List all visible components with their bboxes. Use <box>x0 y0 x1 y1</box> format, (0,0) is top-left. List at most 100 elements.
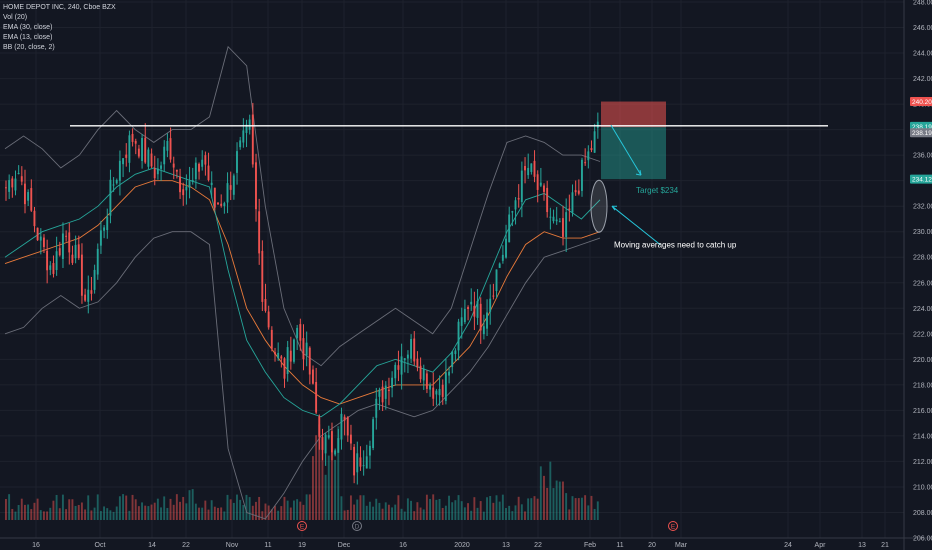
candle-body[interactable] <box>71 254 74 263</box>
candle-body[interactable] <box>131 133 134 142</box>
time-axis[interactable]: 16 Oct 14 22 Nov 11 19 Dec 16 2020 13 22 Feb 11 20 Mar 2… <box>32 542 889 549</box>
candle-body[interactable] <box>394 364 397 379</box>
candle-body[interactable] <box>277 352 280 359</box>
candle-body[interactable] <box>239 140 242 148</box>
price-badge[interactable] <box>910 97 932 107</box>
note-arrow[interactable] <box>611 205 661 245</box>
candle-body[interactable] <box>153 168 156 179</box>
candle-body[interactable] <box>17 172 20 174</box>
candle-body[interactable] <box>296 327 299 338</box>
candle-body[interactable] <box>20 176 23 182</box>
candle-body[interactable] <box>581 159 583 191</box>
candle-body[interactable] <box>61 233 64 259</box>
candle-body[interactable] <box>11 178 14 188</box>
candle-body[interactable] <box>87 289 90 302</box>
candle-body[interactable] <box>182 189 185 196</box>
candle-body[interactable] <box>448 371 450 376</box>
candle-body[interactable] <box>248 119 251 130</box>
candle-body[interactable] <box>577 190 580 194</box>
candle-body[interactable] <box>349 434 352 444</box>
candle-body[interactable] <box>375 398 378 418</box>
candle-body[interactable] <box>546 187 549 213</box>
candle-body[interactable] <box>536 174 539 190</box>
candle-body[interactable] <box>501 254 504 261</box>
candle-body[interactable] <box>365 456 368 469</box>
candle-body[interactable] <box>419 365 422 380</box>
candle-body[interactable] <box>156 168 159 175</box>
target-arrow[interactable] <box>610 124 642 176</box>
candle-body[interactable] <box>217 202 219 205</box>
candle-body[interactable] <box>93 269 96 290</box>
candle-body[interactable] <box>302 338 305 360</box>
candle-body[interactable] <box>359 457 362 467</box>
candle-body[interactable] <box>372 419 375 448</box>
candle-body[interactable] <box>283 358 286 379</box>
candle-body[interactable] <box>368 445 371 456</box>
candle-body[interactable] <box>103 227 106 231</box>
candle-body[interactable] <box>406 354 409 359</box>
candle-body[interactable] <box>270 329 273 349</box>
candle-body[interactable] <box>166 140 169 151</box>
candle-body[interactable] <box>308 347 311 375</box>
legend-symbol-title[interactable]: HOME DEPOT INC, 240, Cboe BZX <box>3 4 116 11</box>
candle-body[interactable] <box>293 339 295 362</box>
candle-body[interactable] <box>232 175 235 195</box>
candle-body[interactable] <box>134 140 137 144</box>
candle-body[interactable] <box>163 146 166 165</box>
candle-body[interactable] <box>175 169 178 172</box>
candle-body[interactable] <box>565 212 568 237</box>
candlesticks[interactable] <box>5 102 599 485</box>
candle-body[interactable] <box>188 180 191 188</box>
candle-body[interactable] <box>593 131 596 153</box>
candle-body[interactable] <box>327 435 330 438</box>
candle-body[interactable] <box>403 358 406 361</box>
candle-body[interactable] <box>514 200 517 210</box>
candle-body[interactable] <box>315 382 318 413</box>
candle-body[interactable] <box>498 263 501 268</box>
candle-body[interactable] <box>432 387 435 399</box>
candle-body[interactable] <box>305 342 308 356</box>
candle-body[interactable] <box>330 431 333 453</box>
price-badge[interactable] <box>910 128 932 138</box>
candle-body[interactable] <box>30 188 33 211</box>
candle-body[interactable] <box>318 416 321 437</box>
candle-body[interactable] <box>524 166 526 171</box>
candle-body[interactable] <box>27 192 30 201</box>
candle-body[interactable] <box>289 350 292 362</box>
candle-body[interactable] <box>33 210 36 227</box>
annotation-note[interactable]: Moving averages need to catch up <box>614 240 737 249</box>
candle-body[interactable] <box>90 290 93 294</box>
candle-body[interactable] <box>194 162 197 180</box>
candle-body[interactable] <box>568 208 571 210</box>
candle-body[interactable] <box>299 324 302 341</box>
candle-body[interactable] <box>463 309 466 323</box>
candle-body[interactable] <box>520 170 523 202</box>
candle-body[interactable] <box>220 203 223 206</box>
candle-body[interactable] <box>378 389 381 397</box>
candle-body[interactable] <box>5 187 7 189</box>
candle-body[interactable] <box>245 124 248 133</box>
candle-body[interactable] <box>574 190 577 193</box>
candle-body[interactable] <box>495 269 498 291</box>
candle-body[interactable] <box>384 385 387 399</box>
candle-body[interactable] <box>112 184 115 186</box>
candle-body[interactable] <box>470 301 473 305</box>
candle-body[interactable] <box>255 162 257 210</box>
candle-body[interactable] <box>555 219 558 222</box>
candle-body[interactable] <box>473 305 476 317</box>
candle-body[interactable] <box>562 218 564 237</box>
candle-body[interactable] <box>96 248 99 275</box>
candle-body[interactable] <box>210 182 213 186</box>
candle-body[interactable] <box>539 182 542 186</box>
candle-body[interactable] <box>251 114 254 165</box>
candle-body[interactable] <box>413 338 416 362</box>
candle-body[interactable] <box>141 137 143 162</box>
candle-body[interactable] <box>39 236 42 241</box>
candle-body[interactable] <box>169 138 172 160</box>
candle-body[interactable] <box>207 165 210 181</box>
candle-body[interactable] <box>422 368 425 381</box>
candle-body[interactable] <box>201 159 204 167</box>
legend-ema13[interactable]: EMA (13, close) <box>3 34 53 41</box>
candle-body[interactable] <box>429 385 431 390</box>
